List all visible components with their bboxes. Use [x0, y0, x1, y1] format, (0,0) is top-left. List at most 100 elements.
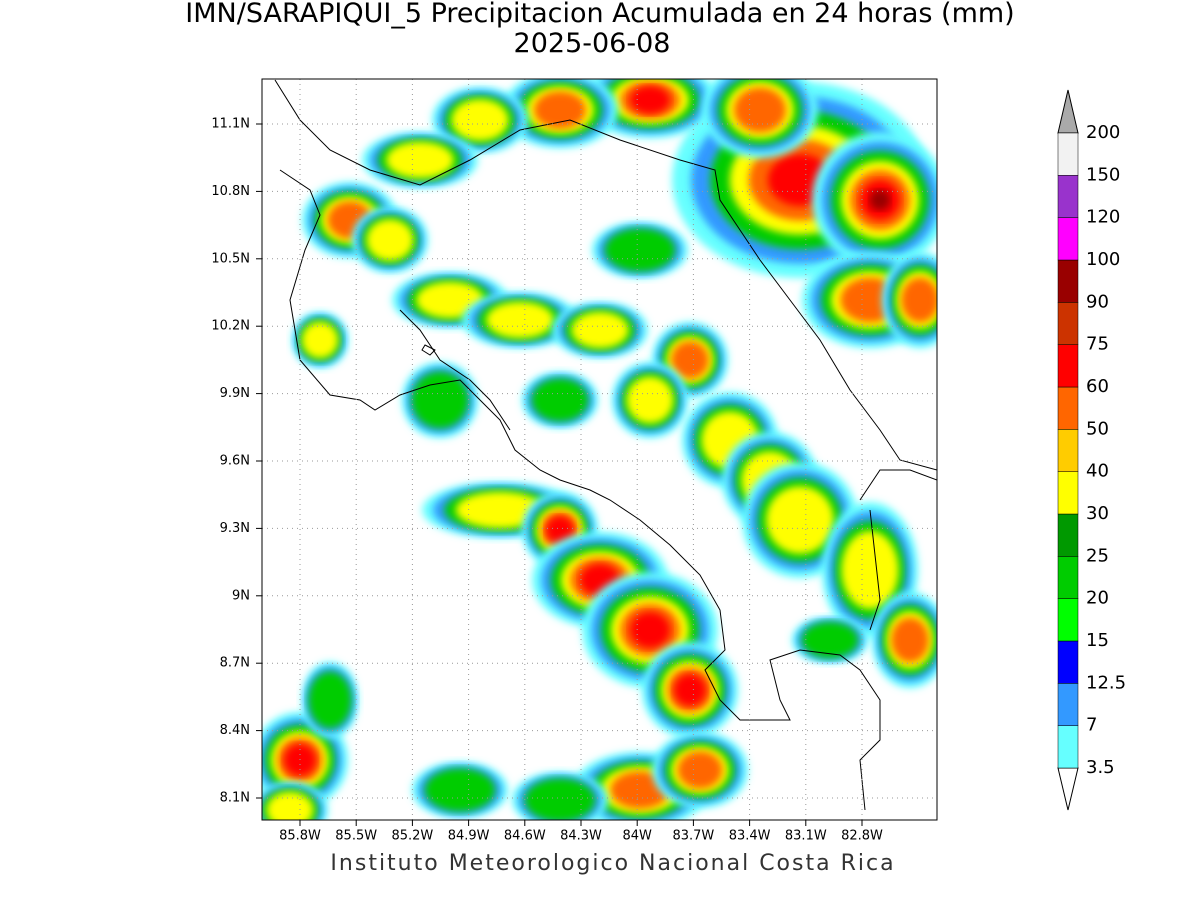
- lon-tick-label: 84W: [622, 829, 652, 844]
- lon-tick-label: 85.5W: [335, 829, 377, 844]
- colorbar-label: 90: [1086, 291, 1109, 312]
- precip-cell: [671, 341, 709, 379]
- colorbar-box: [1057, 386, 1079, 430]
- precip-field: [262, 79, 937, 820]
- colorbar-box: [1057, 471, 1079, 515]
- colorbar-label: 60: [1086, 376, 1109, 397]
- lon-tick-label: 83.4W: [729, 829, 771, 844]
- lat-tick-label: 10.5N: [211, 251, 250, 266]
- precip-cell: [524, 778, 596, 820]
- colorbar-label: 200: [1086, 122, 1120, 143]
- precip-cell: [424, 768, 496, 812]
- colorbar-label: 40: [1086, 461, 1109, 482]
- colorbar-label: 30: [1086, 503, 1109, 524]
- border: [869, 509, 881, 631]
- precip-cell: [486, 301, 554, 339]
- colorbar-label: 3.5: [1086, 757, 1115, 778]
- precip-cell: [308, 671, 352, 729]
- colorbar-over: [1057, 89, 1079, 134]
- lat-tick-label: 9N: [232, 588, 250, 603]
- lon-tick-label: 83.1W: [785, 829, 827, 844]
- colorbar-label: 20: [1086, 588, 1109, 609]
- lon-tick-label: 83.7W: [672, 829, 714, 844]
- date: 2025-06-08: [514, 28, 671, 59]
- precip-cell: [284, 744, 316, 776]
- precip-cell: [801, 621, 859, 659]
- colorbar-box: [1057, 556, 1079, 599]
- lat-tick-label: 10.2N: [211, 319, 250, 334]
- lon-tick-label: 84.9W: [448, 829, 490, 844]
- precip-cell: [366, 219, 414, 261]
- lat-tick-label: 9.9N: [220, 386, 250, 401]
- lon-tick-label: 82.8W: [841, 829, 883, 844]
- precip-cell: [301, 321, 339, 359]
- colorbar-label: 25: [1086, 545, 1109, 566]
- precip-cell: [734, 87, 786, 133]
- precip-cell: [630, 612, 670, 648]
- precip-cell: [534, 91, 586, 129]
- lat-tick-label: 8.1N: [220, 791, 250, 806]
- lon-tick-label: 85.8W: [279, 829, 321, 844]
- lat-tick-label: 8.7N: [220, 656, 250, 671]
- lat-tick-label: 11.1N: [211, 117, 250, 132]
- title: IMN/SARAPIQUI_5 Precipitacion Acumulada …: [185, 0, 1014, 29]
- coast: [274, 79, 937, 471]
- gulf: [399, 309, 511, 431]
- precip-cell: [604, 228, 676, 272]
- map-frame: [261, 78, 938, 821]
- graticule: 85.8W 85.5W 85.2W 84.9W 84.6W 84.3W 84W 83.7W 83…: [211, 79, 937, 844]
- precip-cell: [841, 530, 899, 610]
- colorbar-box: [1057, 132, 1079, 176]
- colorbar-box: [1057, 598, 1079, 642]
- colorbar-label: 7: [1086, 715, 1097, 736]
- colorbar-label: 75: [1086, 334, 1109, 355]
- lat-tick-label: 9.3N: [220, 521, 250, 536]
- precip-cell: [901, 277, 937, 323]
- precip-cell: [891, 617, 929, 663]
- precip-cell: [386, 141, 454, 179]
- colorbar-under: [1057, 767, 1079, 811]
- coastlines: [274, 79, 937, 811]
- precip-cell: [546, 516, 574, 544]
- colorbar-label: 50: [1086, 418, 1109, 439]
- colorbar-label: 100: [1086, 249, 1120, 270]
- precip-cell: [531, 378, 589, 422]
- colorbar-label: 120: [1086, 207, 1120, 228]
- precip-cell: [451, 99, 509, 141]
- colorbar-label: 150: [1086, 164, 1120, 185]
- precip-cell: [411, 371, 469, 429]
- colorbar-box: [1057, 429, 1079, 472]
- precip-cell: [766, 486, 834, 554]
- colorbar-label: 15: [1086, 630, 1109, 651]
- precip-cell: [674, 674, 706, 706]
- colorbar-box: [1057, 513, 1079, 557]
- footer: Instituto Meteorologico Nacional Costa R…: [330, 851, 895, 876]
- colorbar-box: [1057, 302, 1079, 345]
- lat-tick-label: 9.6N: [220, 454, 250, 469]
- precip-cell: [630, 86, 670, 114]
- colorbar-label: 12.5: [1086, 672, 1126, 693]
- lat-tick-label: 8.4N: [220, 723, 250, 738]
- colorbar-box: [1057, 640, 1079, 684]
- colorbar-box: [1057, 725, 1079, 769]
- precip-cell: [266, 791, 314, 820]
- colorbar-box: [1057, 217, 1079, 261]
- colorbar-box: [1057, 344, 1079, 388]
- island: [421, 344, 436, 356]
- lon-tick-label: 85.2W: [391, 829, 433, 844]
- colorbar: 3.5 7 12.5 15 20 25 30 40 50 60 75 90 100 120 150 200: [1057, 89, 1126, 811]
- border: [859, 469, 937, 501]
- coast: [279, 169, 881, 811]
- precip-cell: [455, 491, 545, 529]
- precip-cell: [869, 189, 891, 211]
- precip-cell: [626, 376, 674, 424]
- precip-cell: [677, 751, 723, 789]
- colorbar-box: [1057, 259, 1079, 303]
- colorbar-box: [1057, 175, 1079, 218]
- precip-cell: [571, 311, 629, 349]
- colorbar-box: [1057, 683, 1079, 726]
- lon-tick-label: 84.6W: [504, 829, 546, 844]
- lon-tick-label: 84.3W: [560, 829, 602, 844]
- lat-tick-label: 10.8N: [211, 184, 250, 199]
